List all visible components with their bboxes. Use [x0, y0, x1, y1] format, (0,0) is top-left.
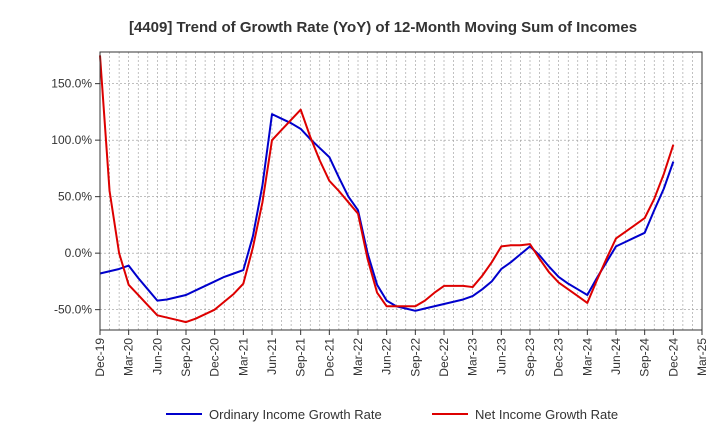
x-tick-label: Dec-20 [208, 338, 222, 377]
x-tick-label: Mar-25 [695, 338, 709, 376]
x-tick-label: Dec-21 [322, 338, 336, 377]
x-tick-label: Dec-22 [437, 338, 451, 377]
x-tick-label: Sep-22 [408, 338, 422, 377]
plot-area [100, 52, 702, 330]
x-tick-label: Dec-23 [552, 338, 566, 377]
y-tick-label: 0.0% [65, 246, 93, 260]
grid [99, 52, 703, 330]
x-tick-label: Sep-24 [638, 338, 652, 377]
x-tick-label: Dec-24 [666, 338, 680, 377]
x-tick-label: Jun-22 [380, 338, 394, 375]
x-tick-label: Dec-19 [93, 338, 107, 377]
x-tick-label: Jun-24 [609, 338, 623, 375]
x-tick-label: Jun-20 [150, 338, 164, 375]
y-tick-label: -50.0% [54, 303, 92, 317]
y-tick-label: 50.0% [58, 190, 92, 204]
legend-label: Ordinary Income Growth Rate [209, 407, 382, 422]
chart-title: [4409] Trend of Growth Rate (YoY) of 12-… [129, 19, 637, 36]
y-tick-label: 100.0% [51, 133, 92, 147]
series-group [99, 55, 675, 324]
x-tick-label: Sep-23 [523, 338, 537, 377]
x-tick-label: Mar-21 [236, 338, 250, 376]
plot-frame [99, 51, 703, 331]
x-tick-label: Sep-21 [294, 338, 308, 377]
series-line-ordinary-income [99, 113, 675, 312]
x-tick-label: Jun-23 [494, 338, 508, 375]
x-tick-label: Mar-24 [580, 338, 594, 376]
x-tick-label: Mar-20 [122, 338, 136, 376]
series-line-net-income [99, 55, 675, 324]
x-axis: Dec-19 Mar-20 Jun-20 Sep-20 Dec-20 Mar-21 Jun-… [93, 330, 709, 377]
legend: Ordinary Income Growth Rate Net Income Gr… [166, 407, 618, 422]
legend-label: Net Income Growth Rate [475, 407, 618, 422]
x-tick-label: Jun-21 [265, 338, 279, 375]
y-tick-label: 150.0% [51, 77, 92, 91]
x-tick-label: Sep-20 [179, 338, 193, 377]
x-tick-label: Mar-22 [351, 338, 365, 376]
x-tick-label: Mar-23 [466, 338, 480, 376]
y-axis: 150.0% 100.0% 50.0% 0.0% -50.0% [51, 77, 100, 317]
